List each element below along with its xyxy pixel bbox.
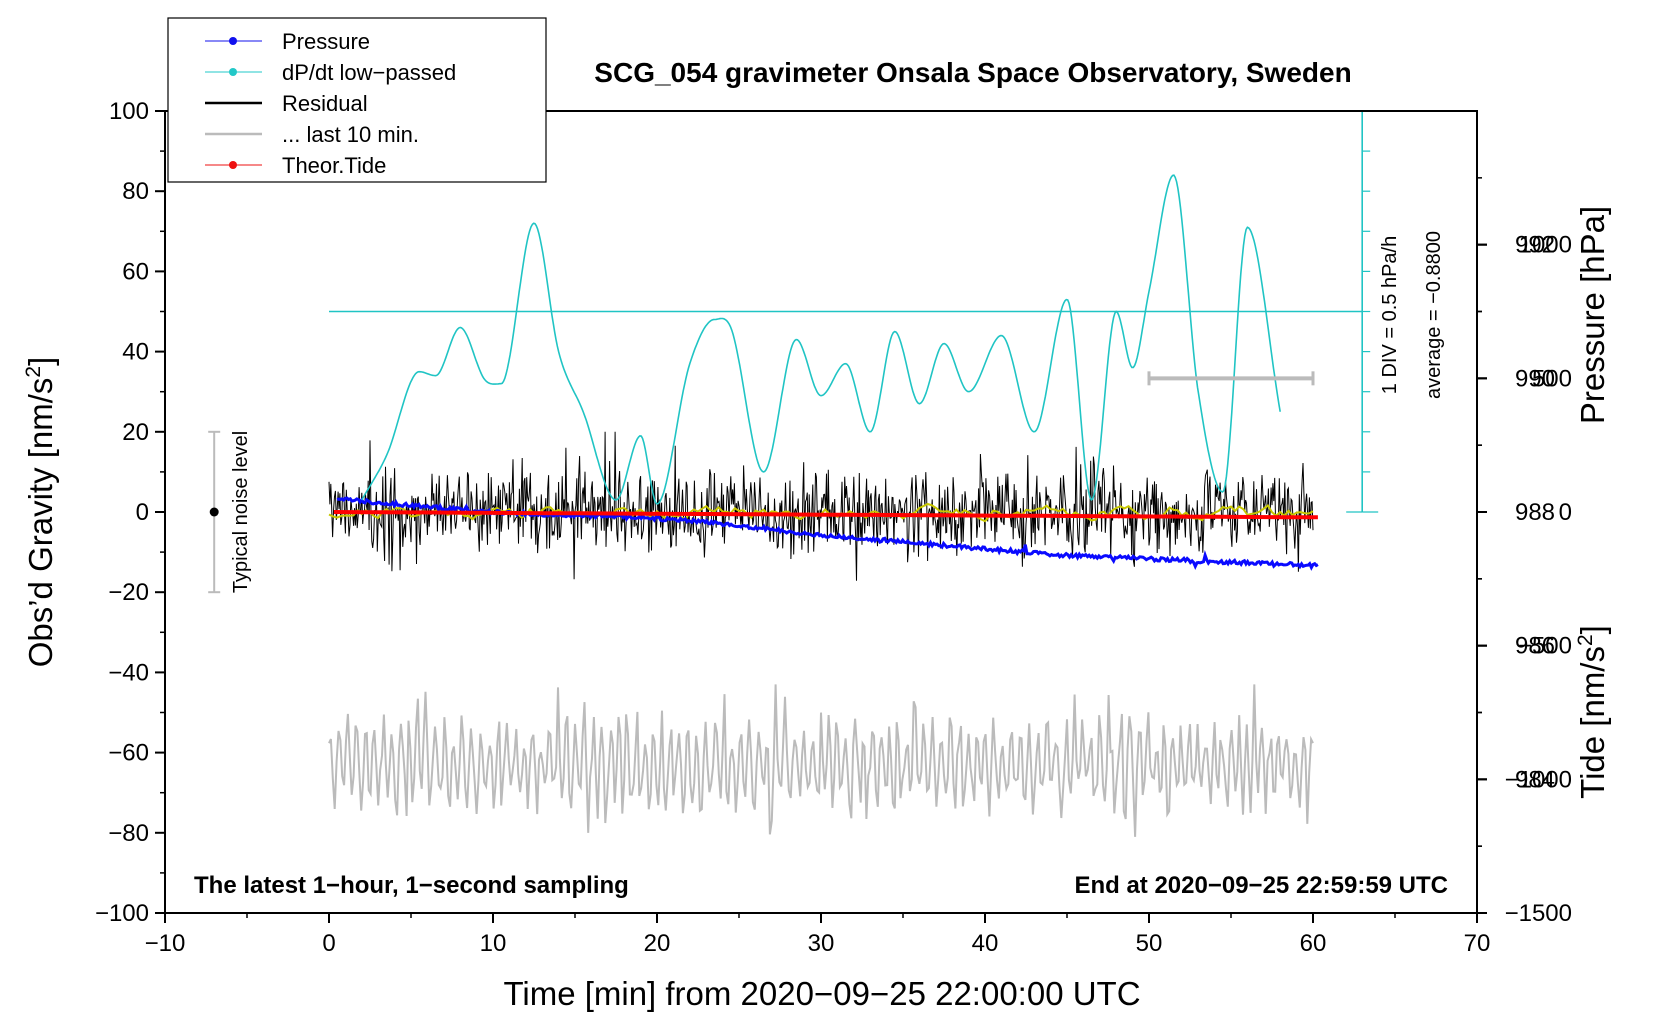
tide-tick-label: −1000 [1505,766,1572,793]
x-tick-label: 20 [644,930,671,957]
tide-tick-label: 500 [1532,365,1572,392]
div-scale-label: 1 DIV = 0.5 hPa/h [1379,236,1401,394]
legend-label: Residual [282,91,368,116]
legend-marker [229,68,237,76]
y-tick-label: −100 [95,900,149,927]
y-tick-label: 0 [136,499,149,526]
y-tick-label: 80 [122,178,149,205]
y-tick-label: 60 [122,258,149,285]
legend-marker [229,37,237,45]
tide-line [333,510,1318,520]
tide-tick-label: −1500 [1505,900,1572,927]
legend-label: Pressure [282,29,370,54]
tide-tick-label: 1000 [1519,232,1572,259]
y-tick-label: −80 [108,820,149,847]
tide-tick-label: −500 [1518,633,1572,660]
tide-axis-title: Tide [nm/s2] [1574,625,1611,799]
pressure-tick-label: 988 [1515,499,1555,526]
last-10-min-line [328,684,1314,837]
x-tick-label: 30 [808,930,835,957]
legend-box [167,17,547,183]
noise-bar-center [209,507,219,517]
y-tick-label: 20 [122,419,149,446]
y-tick-label: 100 [109,98,149,125]
average-label: average = −0.8800 [1423,231,1445,399]
x-tick-label: −10 [145,930,186,957]
x-tick-label: 50 [1136,930,1163,957]
end-time-note: End at 2020−09−25 22:59:59 UTC [1074,872,1448,899]
y-tick-label: 40 [122,339,149,366]
legend-label: dP/dt low−passed [282,60,456,85]
sampling-note: The latest 1−hour, 1−second sampling [194,872,629,899]
y-tick-label: −60 [108,740,149,767]
x-axis-title: Time [min] from 2020−09−25 22:00:00 UTC [503,975,1140,1012]
legend-items: Pressure dP/dt low−passed Residual ... last… [205,29,456,178]
series-layer [208,110,1379,837]
x-tick-label: 60 [1300,930,1327,957]
noise-level-label: Typical noise level [230,431,252,593]
legend-label: Theor.Tide [282,153,386,178]
y-axis-title-sup: 2 [22,366,45,378]
pressure-tick-label: 986 [1515,633,1555,660]
pressure-tick-label: 984 [1515,766,1555,793]
tide-axis-title-close: ] [1574,625,1611,634]
y-axis-title: Obs’d Gravity [nm/s2] [22,357,59,668]
legend-label: ... last 10 min. [282,122,419,147]
x-tick-label: 0 [322,930,335,957]
tide-axis-title-sup: 2 [1574,634,1597,646]
legend: Pressure dP/dt low−passed Residual ... last… [167,17,547,183]
tide-tick-label: 0 [1559,499,1572,526]
y-tick-label: −40 [108,659,149,686]
y-axis-title-close: ] [22,357,59,366]
pressure-axis-title: Pressure [hPa] [1574,206,1611,424]
tide-axis-title-main: Tide [nm/s [1574,646,1611,799]
y-tick-label: −20 [108,579,149,606]
legend-marker [229,161,237,169]
x-tick-label: 10 [480,930,507,957]
residual-line [328,431,1314,581]
x-tick-label: 40 [972,930,999,957]
axes-layer: −10 0 10 20 30 40 50 60 70−100−80−60−40−20020406… [95,98,1572,957]
pressure-tick-label: 990 [1515,365,1555,392]
y-axis-title-main: Obs’d Gravity [nm/s [22,378,59,668]
dpdt-line [361,174,1281,505]
chart-title: SCG_054 gravimeter Onsala Space Observat… [594,57,1351,88]
pressure-tick-label: 992 [1515,232,1555,259]
x-tick-label: 70 [1464,930,1491,957]
